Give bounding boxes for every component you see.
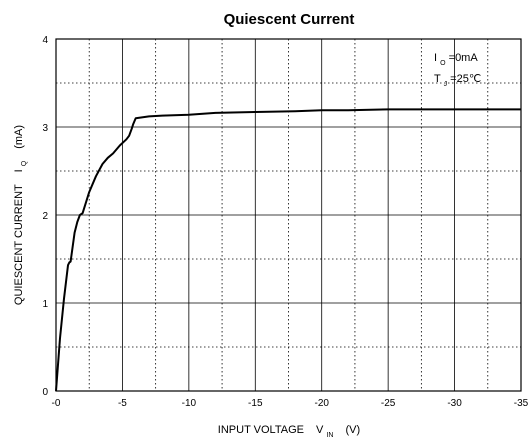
- conditions-annotation: I O =0mA T J =25℃: [434, 52, 481, 89]
- x-tick-label: -10: [182, 398, 197, 409]
- x-axis-label-subscript: IN: [326, 432, 333, 439]
- y-tick-label: 1: [42, 299, 48, 310]
- annotation-output-current-symbol: I: [434, 52, 437, 64]
- y-axis-label-unit: (mA): [13, 125, 25, 149]
- x-axis-label-main: INPUT VOLTAGE: [218, 424, 304, 436]
- y-axis-label-symbol: I: [13, 169, 25, 172]
- x-tick-label: -5: [118, 398, 127, 409]
- plot-frame: [55, 38, 522, 392]
- annotation-output-current-subscript: O: [440, 60, 446, 67]
- annotation-output-current-value: =0mA: [449, 52, 479, 64]
- y-tick-label: 3: [42, 123, 48, 134]
- y-tick-label: 0: [42, 387, 48, 398]
- y-axis-label-subscript: Q: [21, 160, 28, 166]
- x-tick-label: -20: [314, 398, 329, 409]
- x-tick-label: -15: [248, 398, 263, 409]
- grid: [56, 39, 521, 391]
- x-axis-label-symbol: V: [316, 424, 324, 436]
- annotation-junction-temp-value: =25℃: [450, 73, 481, 85]
- quiescent-current-line: [55, 108, 521, 392]
- x-axis-label: INPUT VOLTAGE V IN (V): [218, 424, 360, 440]
- annotation-junction-temp: T J =25℃: [434, 73, 481, 89]
- x-tick-label: -35: [514, 398, 529, 409]
- y-tick-label: 4: [42, 35, 48, 46]
- annotation-junction-temp-symbol: T: [434, 73, 441, 85]
- tick-labels: -0 -5 -10 -15 -20 -25 -30 -35 0 1 2 3 4: [42, 35, 528, 409]
- y-axis-label-main: QUIESCENT CURRENT: [13, 184, 25, 305]
- x-tick-label: -0: [52, 398, 61, 409]
- x-tick-label: -25: [381, 398, 396, 409]
- annotation-output-current: I O =0mA: [434, 52, 478, 68]
- annotation-junction-temp-subscript: J: [444, 81, 448, 88]
- x-tick-label: -30: [447, 398, 462, 409]
- chart-title: Quiescent Current: [224, 11, 355, 28]
- x-axis-label-unit: (V): [346, 424, 361, 436]
- y-axis-label: QUIESCENT CURRENT I Q (mA): [13, 125, 29, 305]
- data-series: [55, 108, 521, 392]
- y-tick-label: 2: [42, 211, 48, 222]
